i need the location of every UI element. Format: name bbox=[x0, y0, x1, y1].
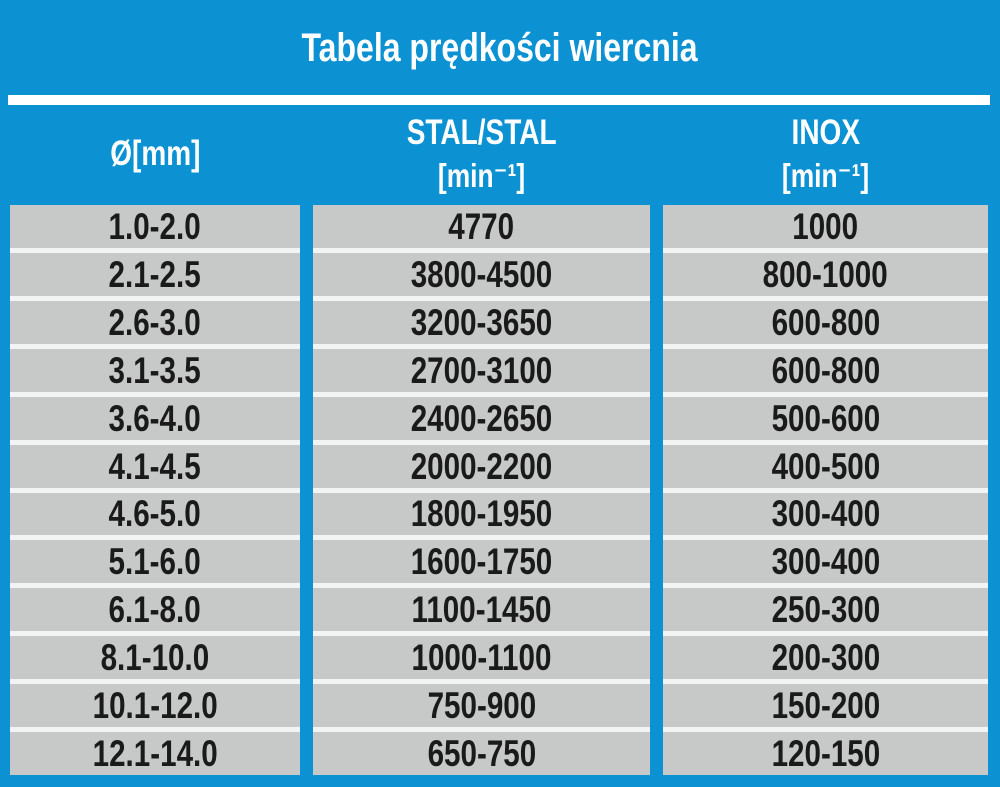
table-cell: 1.0-2.0 bbox=[10, 205, 300, 248]
cell-value: 5.1-6.0 bbox=[108, 541, 202, 583]
cell-value: 2400-2650 bbox=[410, 397, 553, 439]
column-header-stal-stal: STAL/STAL [min⁻¹] bbox=[313, 103, 650, 203]
table-cell: 2.6-3.0 bbox=[10, 300, 300, 344]
table-cell: 750-900 bbox=[313, 684, 650, 728]
cell-value: 650-750 bbox=[427, 733, 536, 775]
table-cell: 2400-2650 bbox=[313, 396, 650, 440]
cell-value: 2700-3100 bbox=[410, 349, 553, 391]
column-header-label: Ø[mm] bbox=[109, 133, 201, 173]
cell-value: 3.1-3.5 bbox=[108, 349, 202, 391]
table-cell: 1000 bbox=[663, 205, 988, 248]
table-cell: 3200-3650 bbox=[313, 300, 650, 344]
cell-value: 2.1-2.5 bbox=[108, 253, 202, 295]
cell-value: 4.6-5.0 bbox=[108, 493, 202, 535]
table-body: 1.0-2.0 2.1-2.5 2.6-3.0 3.1-3.5 3.6-4.0 4.1-4… bbox=[10, 205, 988, 776]
cell-value: 120-150 bbox=[771, 733, 880, 775]
title-bar: Tabela prędkości wiercnia bbox=[0, 0, 1000, 96]
column-header-diameter: Ø[mm] bbox=[10, 103, 300, 203]
cell-value: 150-200 bbox=[771, 685, 880, 727]
cell-value: 2.6-3.0 bbox=[108, 301, 202, 343]
cell-value: 1800-1950 bbox=[410, 493, 553, 535]
table-column-inox: 1000 800-1000 600-800 600-800 500-600 400-500… bbox=[663, 205, 988, 776]
cell-value: 1100-1450 bbox=[411, 589, 552, 631]
page-title: Tabela prędkości wiercnia bbox=[301, 25, 699, 70]
table-cell: 1000-1100 bbox=[313, 636, 650, 680]
table-cell: 300-400 bbox=[663, 540, 988, 584]
table-cell: 150-200 bbox=[663, 684, 988, 728]
table-cell: 10.1-12.0 bbox=[10, 684, 300, 728]
cell-value: 3800-4500 bbox=[410, 253, 553, 295]
table-cell: 2700-3100 bbox=[313, 348, 650, 392]
cell-value: 800-1000 bbox=[762, 253, 889, 295]
cell-value: 300-400 bbox=[771, 541, 880, 583]
table-cell: 600-800 bbox=[663, 300, 988, 344]
cell-value: 1600-1750 bbox=[410, 541, 553, 583]
column-header-label: STAL/STAL bbox=[406, 112, 557, 152]
table-cell: 250-300 bbox=[663, 588, 988, 632]
cell-value: 400-500 bbox=[771, 445, 880, 487]
cell-value: 1.0-2.0 bbox=[108, 205, 202, 247]
cell-value: 12.1-14.0 bbox=[92, 733, 218, 775]
table-cell: 400-500 bbox=[663, 444, 988, 488]
table-cell: 4.1-4.5 bbox=[10, 444, 300, 488]
table-cell: 4.6-5.0 bbox=[10, 492, 300, 536]
cell-value: 3.6-4.0 bbox=[108, 397, 202, 439]
table-cell: 650-750 bbox=[313, 732, 650, 776]
cell-value: 2000-2200 bbox=[410, 445, 553, 487]
table-cell: 3800-4500 bbox=[313, 252, 650, 296]
table-cell: 1800-1950 bbox=[313, 492, 650, 536]
table-cell: 5.1-6.0 bbox=[10, 540, 300, 584]
table-cell: 500-600 bbox=[663, 396, 988, 440]
cell-value: 300-400 bbox=[771, 493, 880, 535]
table-column-diameter: 1.0-2.0 2.1-2.5 2.6-3.0 3.1-3.5 3.6-4.0 4.1-4… bbox=[10, 205, 300, 776]
cell-value: 8.1-10.0 bbox=[100, 637, 210, 679]
table-cell: 800-1000 bbox=[663, 252, 988, 296]
cell-value: 3200-3650 bbox=[410, 301, 553, 343]
table-cell: 12.1-14.0 bbox=[10, 732, 300, 776]
cell-value: 4.1-4.5 bbox=[108, 445, 202, 487]
table-cell: 3.6-4.0 bbox=[10, 396, 300, 440]
table-cell: 4770 bbox=[313, 205, 650, 248]
table-cell: 600-800 bbox=[663, 348, 988, 392]
table-header-row: Ø[mm] STAL/STAL [min⁻¹] INOX [min⁻¹] bbox=[10, 103, 988, 203]
table-cell: 6.1-8.0 bbox=[10, 588, 300, 632]
cell-value: 250-300 bbox=[771, 589, 880, 631]
table-column-stal-stal: 4770 3800-4500 3200-3650 2700-3100 2400-2650… bbox=[313, 205, 650, 776]
table-cell: 120-150 bbox=[663, 732, 988, 776]
cell-value: 600-800 bbox=[771, 301, 880, 343]
table-cell: 2.1-2.5 bbox=[10, 252, 300, 296]
column-header-unit: [min⁻¹] bbox=[781, 156, 870, 194]
cell-value: 6.1-8.0 bbox=[108, 589, 202, 631]
cell-value: 500-600 bbox=[771, 397, 880, 439]
cell-value: 1000-1100 bbox=[411, 637, 552, 679]
cell-value: 10.1-12.0 bbox=[92, 685, 218, 727]
cell-value: 4770 bbox=[448, 205, 515, 247]
cell-value: 750-900 bbox=[427, 685, 536, 727]
title-separator-line bbox=[8, 95, 990, 105]
cell-value: 600-800 bbox=[771, 349, 880, 391]
table-cell: 1600-1750 bbox=[313, 540, 650, 584]
table-cell: 3.1-3.5 bbox=[10, 348, 300, 392]
table-cell: 8.1-10.0 bbox=[10, 636, 300, 680]
column-header-unit: [min⁻¹] bbox=[437, 156, 526, 194]
table-cell: 300-400 bbox=[663, 492, 988, 536]
table-cell: 2000-2200 bbox=[313, 444, 650, 488]
column-header-inox: INOX [min⁻¹] bbox=[663, 103, 988, 203]
table-cell: 200-300 bbox=[663, 636, 988, 680]
cell-value: 1000 bbox=[792, 205, 859, 247]
column-header-label: INOX bbox=[791, 112, 860, 152]
cell-value: 200-300 bbox=[771, 637, 880, 679]
table-cell: 1100-1450 bbox=[313, 588, 650, 632]
